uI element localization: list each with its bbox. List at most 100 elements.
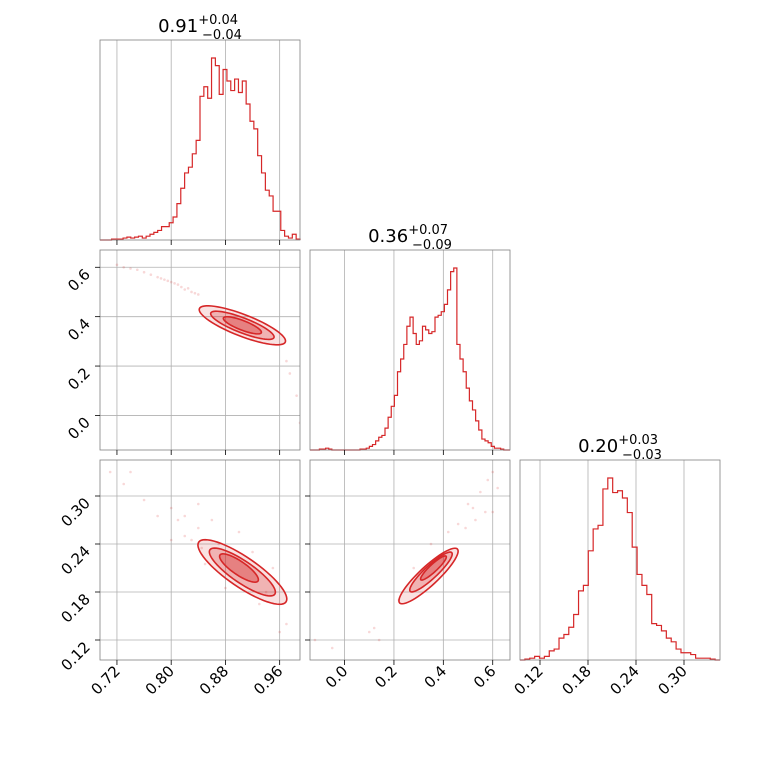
xtick-label-0-0: 0.72 bbox=[87, 662, 123, 698]
hist-2-title-median: 0.20 bbox=[578, 436, 618, 457]
p2_vs_p1-point-1 bbox=[330, 646, 334, 650]
p1_vs_p0-point-7 bbox=[159, 277, 163, 280]
ytick-label-1-3: 0.6 bbox=[64, 265, 94, 295]
p1_vs_p0-point-5 bbox=[149, 273, 153, 276]
p2_vs_p1-point-5 bbox=[491, 470, 495, 474]
hist-0-title-median: 0.91 bbox=[158, 16, 198, 37]
p1_vs_p0-point-10 bbox=[176, 283, 180, 286]
hist-2-frame bbox=[519, 459, 721, 661]
p1_vs_p0-point-15 bbox=[197, 293, 200, 296]
p2_vs_p1-point-16 bbox=[456, 522, 460, 526]
p2_vs_p1-point-8 bbox=[484, 510, 487, 514]
xtick-label-0-2: 0.88 bbox=[196, 662, 232, 698]
p2_vs_p0-point-8 bbox=[197, 502, 200, 506]
p2_vs_p0-plot-area bbox=[108, 470, 288, 634]
p1_vs_p0-point-9 bbox=[169, 280, 173, 284]
hist-1-step bbox=[310, 267, 510, 451]
p1_vs_p0-plot-area bbox=[115, 263, 300, 425]
p2_vs_p0-point-0 bbox=[108, 470, 112, 474]
p2_vs_p0-point-12 bbox=[210, 518, 214, 522]
p2_vs_p0-point-23 bbox=[183, 534, 187, 538]
p2_vs_p1-point-12 bbox=[464, 526, 467, 530]
p2_vs_p1-point-6 bbox=[496, 486, 499, 490]
p2_vs_p0-point-22 bbox=[264, 590, 268, 594]
p1_vs_p0-contour-1 bbox=[209, 310, 275, 341]
p2_vs_p1-point-19 bbox=[471, 506, 475, 510]
ytick-label-2-3: 0.30 bbox=[57, 494, 93, 530]
p2_vs_p1-point-18 bbox=[412, 566, 415, 570]
p1_vs_p0-contour-2 bbox=[222, 315, 263, 335]
p2_vs_p1-frame bbox=[309, 459, 511, 661]
p1_vs_p0-point-12 bbox=[183, 288, 187, 291]
p1_vs_p0-contour-0 bbox=[198, 305, 287, 346]
p1_vs_p0-point-8 bbox=[163, 278, 166, 281]
ytick-label-2-0: 0.12 bbox=[57, 638, 93, 674]
hist-panel-1: 0.36+0.07 −0.09 bbox=[309, 223, 511, 455]
ytick-label-1-0: 0.0 bbox=[64, 414, 94, 444]
hist-0-title: 0.91+0.04 −0.04 bbox=[158, 13, 242, 43]
p1_vs_p0-point-16 bbox=[295, 394, 298, 397]
p2_vs_p1-point-11 bbox=[466, 502, 470, 506]
p1_vs_p0-frame bbox=[99, 249, 301, 451]
p1_vs_p0-point-13 bbox=[190, 290, 193, 294]
p1_vs_p0-point-6 bbox=[156, 275, 159, 279]
panel-p2_vs_p1: 0.0 0.2 0.4 0.6 bbox=[305, 459, 511, 692]
p2_vs_p0-point-4 bbox=[156, 514, 159, 518]
hist-0-step bbox=[100, 57, 301, 241]
p2_vs_p0-point-11 bbox=[190, 538, 193, 542]
hist-2-title-plus: +0.03 bbox=[618, 433, 658, 448]
hist-1-title-plus: +0.07 bbox=[408, 223, 448, 238]
p2_vs_p1-point-0 bbox=[313, 638, 317, 642]
ytick-label-1-2: 0.4 bbox=[64, 315, 94, 345]
p2_vs_p0-point-5 bbox=[169, 506, 173, 510]
p2_vs_p1-point-13 bbox=[377, 638, 381, 642]
p2_vs_p1-point-2 bbox=[367, 630, 371, 634]
xtick-label-1-2: 0.4 bbox=[421, 662, 451, 692]
p1_vs_p0-point-0 bbox=[115, 263, 119, 267]
p2_vs_p0-point-21 bbox=[278, 630, 281, 634]
p2_vs_p1-point-4 bbox=[486, 478, 490, 482]
p2_vs_p1-contour-1 bbox=[408, 551, 454, 593]
xtick-label-0-3: 0.96 bbox=[250, 662, 286, 698]
hist-2-step bbox=[520, 477, 720, 661]
p2_vs_p1-point-9 bbox=[491, 510, 495, 514]
p2_vs_p1-point-7 bbox=[479, 490, 482, 494]
p2_vs_p1-point-14 bbox=[429, 542, 433, 546]
hist-2-title: 0.20+0.03 −0.03 bbox=[578, 433, 662, 463]
p2_vs_p0-point-1 bbox=[122, 482, 126, 486]
p2_vs_p0-point-9 bbox=[197, 526, 200, 530]
xtick-label-1-0: 0.0 bbox=[322, 662, 352, 692]
hist-0-title-minus: −0.04 bbox=[202, 28, 242, 43]
xtick-label-2-1: 0.18 bbox=[558, 662, 594, 698]
p2_vs_p0-point-18 bbox=[203, 562, 207, 566]
hist-1-frame bbox=[309, 249, 511, 451]
p1_vs_p0-point-20 bbox=[166, 279, 170, 283]
xtick-label-0-1: 0.80 bbox=[142, 662, 178, 698]
p2_vs_p0-point-24 bbox=[200, 546, 203, 550]
p2_vs_p0-contour-2 bbox=[218, 553, 260, 583]
p1_vs_p0-point-18 bbox=[288, 372, 292, 375]
ytick-label-2-2: 0.24 bbox=[57, 542, 93, 578]
p2_vs_p0-point-16 bbox=[271, 566, 275, 570]
p2_vs_p0-point-6 bbox=[176, 518, 180, 522]
p2_vs_p1-point-10 bbox=[474, 518, 477, 522]
p2_vs_p1-plot-area bbox=[313, 470, 499, 650]
p2_vs_p0-point-15 bbox=[251, 550, 254, 554]
p2_vs_p1-point-3 bbox=[372, 626, 376, 630]
p2_vs_p0-point-10 bbox=[169, 538, 173, 542]
hist-1-title-median: 0.36 bbox=[368, 226, 408, 247]
p2_vs_p0-point-19 bbox=[224, 586, 227, 590]
hist-0-title-plus: +0.04 bbox=[198, 13, 238, 28]
hist-panel-2: 0.20+0.03 −0.03 0.12 0.18 0.24 0.30 bbox=[510, 433, 721, 698]
p2_vs_p0-point-17 bbox=[285, 622, 288, 626]
p1_vs_p0-point-21 bbox=[173, 282, 176, 285]
hist-1-title: 0.36+0.07 −0.09 bbox=[368, 223, 452, 253]
p1_vs_p0-point-11 bbox=[180, 285, 183, 289]
p2_vs_p0-point-7 bbox=[183, 514, 187, 518]
p1_vs_p0-point-2 bbox=[129, 267, 132, 270]
p2_vs_p1-point-15 bbox=[446, 530, 450, 534]
p2_vs_p1-contour-2 bbox=[419, 555, 448, 581]
p2_vs_p0-frame bbox=[99, 459, 301, 661]
